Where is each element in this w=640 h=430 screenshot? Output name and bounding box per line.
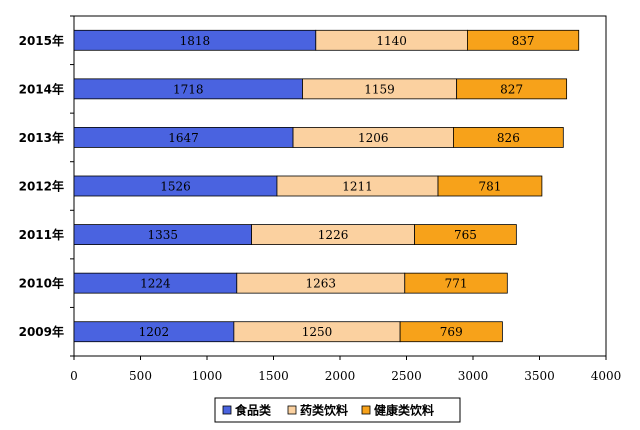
data-label: 1647	[168, 131, 199, 145]
data-label: 1250	[302, 325, 333, 339]
legend: 食品类 药类饮料 健康类饮料	[214, 397, 461, 423]
bars-layer: 1818 1140 837 1718 1159 827 1647 1206 826 1526 121…	[73, 29, 580, 343]
legend-swatch	[287, 405, 297, 415]
bar-segment-3	[456, 78, 568, 100]
data-label: 1211	[342, 180, 373, 194]
data-label: 1202	[139, 325, 170, 339]
data-label: 1335	[148, 228, 179, 242]
data-label: 1263	[306, 277, 337, 291]
data-label: 771	[445, 277, 468, 291]
category-label: 2009年	[19, 324, 64, 339]
legend-swatch	[361, 405, 371, 415]
legend-label: 食品类	[234, 403, 272, 418]
data-label: 769	[440, 325, 463, 339]
bar-segment-3	[437, 175, 543, 197]
data-label: 837	[512, 34, 535, 48]
x-tick-label: 3000	[458, 369, 489, 383]
legend-swatch	[222, 405, 232, 415]
bar-segment-3	[453, 127, 564, 148]
legend-box	[214, 397, 461, 423]
legend-label: 健康类饮料	[374, 403, 434, 418]
bar-segment-3	[414, 224, 517, 245]
data-label: 1718	[173, 82, 204, 96]
x-tick-label: 1000	[192, 369, 223, 383]
data-label: 827	[500, 82, 523, 96]
data-label: 1526	[160, 180, 191, 194]
data-label: 765	[454, 228, 477, 242]
category-label: 2013年	[19, 130, 64, 145]
bar-segment-3	[399, 321, 503, 343]
data-label: 1224	[140, 277, 171, 291]
data-label: 1140	[376, 34, 407, 48]
category-label: 2012年	[19, 179, 64, 194]
x-tick-label: 3500	[524, 369, 555, 383]
x-tick-label: 0	[70, 369, 78, 383]
category-label: 2011年	[19, 227, 64, 242]
data-label: 781	[479, 180, 502, 194]
bar-segment-3	[467, 29, 580, 51]
category-label: 2015年	[19, 33, 64, 48]
data-label: 1206	[358, 131, 389, 145]
category-label: 2010年	[19, 276, 64, 291]
x-tick-label: 4000	[591, 369, 622, 383]
category-label: 2014年	[19, 81, 64, 96]
data-label: 1226	[318, 228, 349, 242]
data-label: 1818	[180, 34, 211, 48]
x-tick-label: 500	[129, 369, 152, 383]
data-label: 1159	[364, 82, 395, 96]
legend-label: 药类饮料	[300, 403, 348, 418]
x-tick-label: 2000	[325, 369, 356, 383]
axis-layer: 2015年 2014年 2013年 2012年 2011年 2010年 2009年 0 500 1…	[19, 15, 622, 383]
data-label: 826	[497, 131, 520, 145]
x-tick-label: 1500	[258, 369, 289, 383]
x-tick-label: 2500	[391, 369, 422, 383]
bar-segment-3	[404, 272, 508, 294]
